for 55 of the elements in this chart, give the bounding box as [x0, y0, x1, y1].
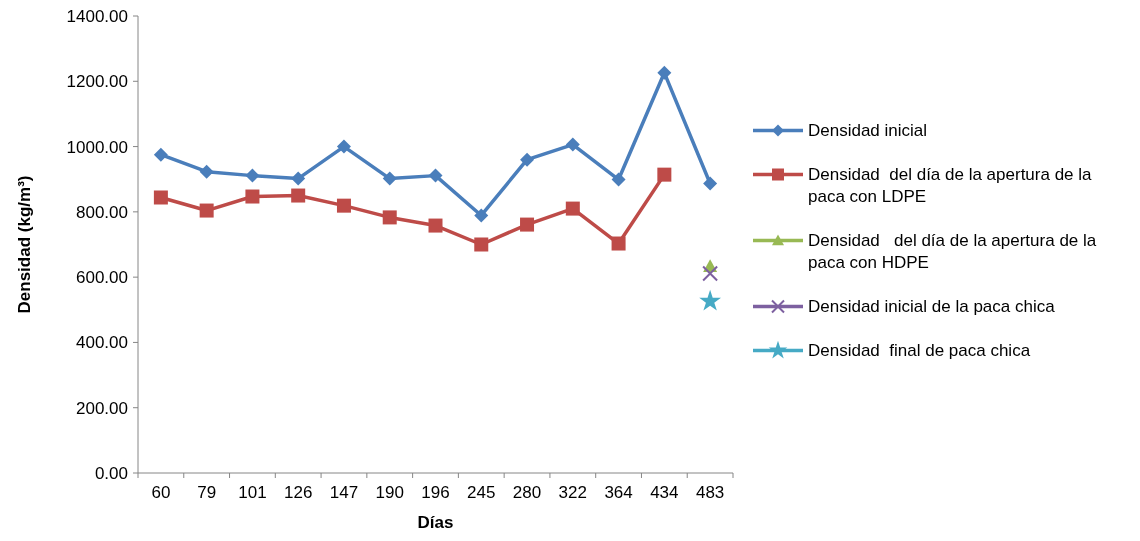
y-tick-label: 1000.00	[66, 137, 128, 157]
y-tick-label: 1400.00	[66, 6, 128, 26]
y-axis-title: Densidad (kg/m³)	[15, 175, 34, 314]
point	[611, 236, 626, 251]
legend-label: Densidad del día de la apertura de la paca con HDPE	[808, 230, 1097, 272]
point	[291, 188, 306, 203]
legend-label: Densidad del día de la apertura de la paca con LDPE	[808, 164, 1093, 206]
point	[702, 265, 719, 282]
y-tick-label: 600.00	[76, 268, 128, 288]
point	[199, 164, 214, 179]
point	[428, 218, 443, 233]
point	[245, 168, 260, 183]
x-tick-label: 79	[197, 483, 217, 502]
x-tick-label: 190	[375, 483, 404, 502]
point	[336, 139, 351, 154]
point	[657, 65, 672, 80]
x-tick-label: 434	[650, 483, 679, 502]
y-tick-label: 200.00	[76, 398, 128, 418]
point	[699, 289, 721, 311]
y-tick-label: 1200.00	[66, 72, 128, 92]
x-tick-label: 483	[695, 483, 725, 502]
point	[565, 201, 580, 216]
point	[245, 189, 260, 204]
x-tick-label: 101	[238, 483, 267, 502]
point	[520, 152, 535, 167]
point	[657, 167, 672, 182]
x-tick-label: 126	[284, 483, 313, 502]
point	[199, 203, 214, 218]
x-tick-label: 364	[604, 483, 633, 502]
y-tick-label: 800.00	[76, 202, 128, 222]
point	[703, 176, 718, 191]
point	[153, 190, 168, 205]
point	[153, 147, 168, 162]
x-axis-title: Días	[417, 513, 454, 532]
x-tick-label: 60	[151, 483, 171, 502]
point	[520, 217, 535, 232]
point	[474, 237, 489, 252]
y-tick-label: 400.00	[76, 333, 128, 353]
point	[474, 208, 489, 223]
point	[428, 168, 443, 183]
x-tick-label: 196	[421, 483, 450, 502]
x-tick-label: 147	[329, 483, 359, 502]
x-tick-label: 245	[467, 483, 496, 502]
x-tick-label: 322	[558, 483, 587, 502]
legend-label: Densidad inicial	[808, 120, 928, 140]
y-tick-label: 0.00	[94, 463, 128, 483]
point	[382, 171, 397, 186]
x-tick-label: 280	[512, 483, 542, 502]
point	[382, 210, 397, 225]
point	[291, 171, 306, 186]
point	[565, 137, 580, 152]
point	[611, 172, 626, 187]
legend-label: Densidad final de paca chica	[808, 340, 1031, 360]
legend-label: Densidad inicial de la paca chica	[808, 296, 1056, 316]
point	[336, 198, 351, 213]
